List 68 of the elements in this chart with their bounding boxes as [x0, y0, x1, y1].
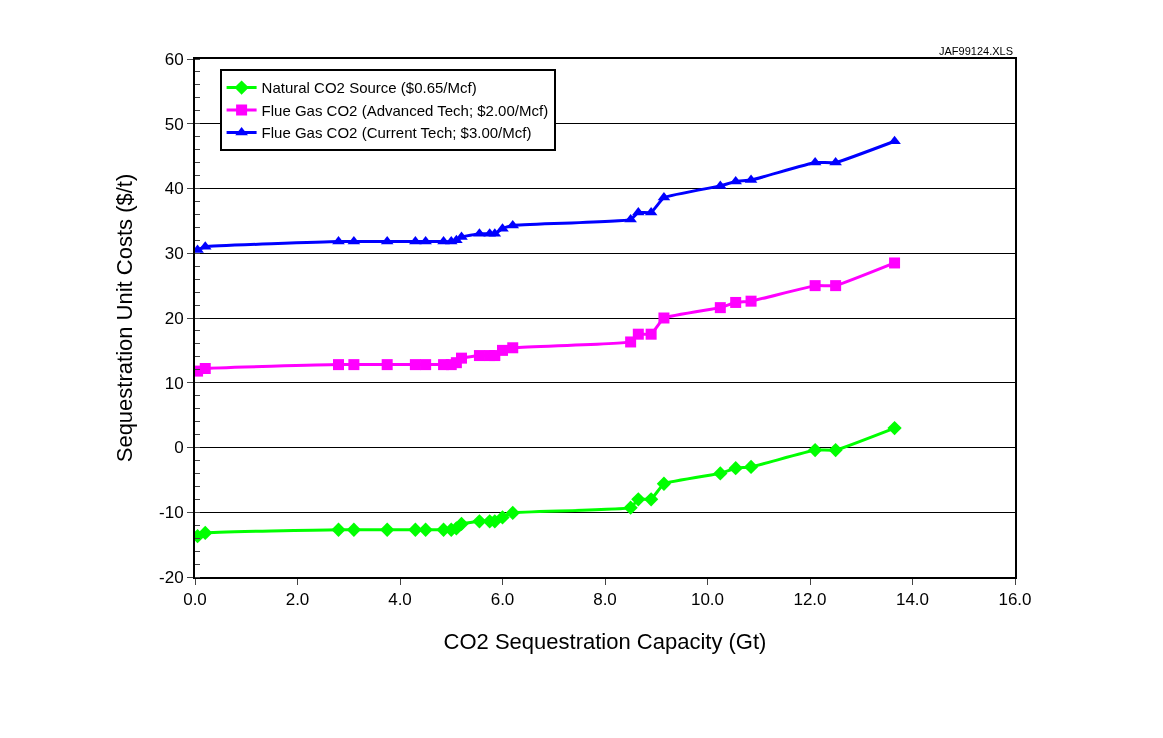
x-tick-label: 6.0 — [490, 590, 515, 610]
point — [645, 328, 657, 340]
point — [507, 342, 519, 354]
x-axis-title: CO2 Sequestration Capacity (Gt) — [443, 628, 767, 654]
point — [380, 522, 395, 537]
point — [644, 206, 658, 216]
point — [713, 466, 728, 481]
point — [348, 359, 360, 371]
point — [729, 175, 743, 185]
point — [472, 514, 487, 529]
point — [505, 505, 520, 521]
x-tick-label: 12.0 — [793, 590, 827, 610]
point — [623, 500, 638, 515]
point — [198, 525, 213, 541]
point — [745, 295, 757, 307]
y-tick-label: 50 — [164, 114, 184, 134]
y-tick-label: 0 — [174, 438, 184, 458]
point — [631, 492, 646, 507]
x-tick-label: 10.0 — [690, 590, 725, 610]
point — [495, 510, 510, 525]
x-tick-label: 14.0 — [895, 590, 930, 610]
legend-label: Flue Gas CO2 (Advanced Tech; $2.00/Mcf) — [261, 101, 549, 119]
x-tick-label: 0.0 — [183, 590, 207, 610]
x-tick-label: 4.0 — [388, 590, 412, 610]
point — [889, 257, 901, 269]
text: JAF99124.XLS — [939, 45, 1013, 57]
point — [199, 363, 211, 375]
y-tick-label: 10 — [164, 373, 184, 393]
point — [333, 359, 344, 371]
point — [828, 442, 843, 458]
point — [656, 476, 672, 491]
y-tick-label: 30 — [164, 244, 184, 264]
point — [625, 336, 637, 348]
point — [497, 344, 508, 356]
point — [454, 516, 469, 532]
point — [714, 302, 726, 314]
point — [420, 359, 432, 371]
x-tick-label: 8.0 — [593, 590, 617, 610]
point — [381, 359, 393, 371]
point — [331, 522, 346, 537]
point — [506, 219, 520, 229]
x-tick-label: 2.0 — [285, 590, 310, 610]
y-tick-label: 20 — [164, 308, 184, 328]
point — [730, 296, 742, 308]
point — [632, 328, 644, 340]
point — [887, 420, 902, 436]
point — [809, 280, 821, 292]
point — [658, 312, 670, 324]
point — [631, 206, 645, 216]
point — [408, 522, 423, 537]
y-tick-label: -10 — [159, 503, 184, 523]
point — [728, 461, 743, 476]
y-axis-title: Sequestration Unit Costs ($/t) — [112, 173, 138, 463]
point — [830, 280, 842, 292]
point — [418, 522, 433, 537]
y-tick-label: 60 — [164, 49, 184, 69]
legend-label: Flue Gas CO2 (Current Tech; $3.00/Mcf) — [261, 124, 532, 142]
point — [743, 459, 759, 475]
y-tick-label: -20 — [159, 567, 184, 587]
x-tick-label: 16.0 — [998, 590, 1032, 610]
point — [456, 352, 467, 364]
point — [643, 492, 659, 507]
point — [473, 350, 485, 362]
point — [807, 442, 823, 458]
legend-label: Natural CO2 Source ($0.65/Mcf) — [261, 79, 477, 97]
y-tick-label: 40 — [164, 179, 184, 199]
point — [409, 359, 421, 371]
point — [346, 522, 362, 537]
